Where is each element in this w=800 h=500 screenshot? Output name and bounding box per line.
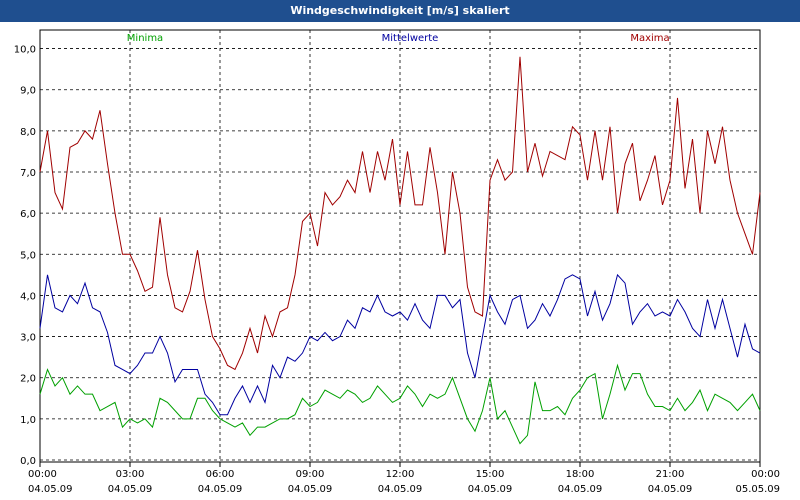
x-tick-date: 05.05.09 xyxy=(735,484,780,495)
x-tick-date: 04.05.09 xyxy=(108,484,153,495)
x-tick-time: 00:00 xyxy=(28,469,57,480)
y-tick-label: 9,0 xyxy=(20,86,36,97)
y-tick-label: 2,0 xyxy=(20,374,36,385)
y-tick-label: 3,0 xyxy=(20,333,36,344)
series-line-minima xyxy=(39,363,761,445)
window-title: Windgeschwindigkeit [m/s] skaliert xyxy=(0,0,800,22)
x-tick-time: 18:00 xyxy=(566,469,595,480)
y-tick-label: 5,0 xyxy=(20,250,36,261)
y-tick-label: 4,0 xyxy=(20,291,36,302)
y-tick-label: 7,0 xyxy=(20,168,36,179)
x-tick-date: 04.05.09 xyxy=(28,484,73,495)
legend-minima: Minima xyxy=(127,33,163,44)
x-tick-time: 00:00 xyxy=(751,469,780,480)
y-tick-label: 0,0 xyxy=(20,456,36,467)
series-line-mittelwerte xyxy=(39,273,761,416)
x-tick-date: 04.05.09 xyxy=(288,484,333,495)
x-tick-date: 04.05.09 xyxy=(558,484,603,495)
x-tick-date: 04.05.09 xyxy=(378,484,423,495)
x-tick-date: 04.05.09 xyxy=(198,484,243,495)
x-tick-date: 04.05.09 xyxy=(648,484,693,495)
wind-speed-chart: 0,0 1,0 2,0 3,0 4,0 5,0 6,0 7,0 8,0 9,0 10,0 00:00 0… xyxy=(14,29,780,495)
y-tick-label: 8,0 xyxy=(20,127,36,138)
legend-maxima: Maxima xyxy=(630,33,669,44)
x-tick-time: 15:00 xyxy=(476,469,505,480)
x-tick-time: 03:00 xyxy=(116,469,145,480)
series-line-maxima xyxy=(39,56,761,371)
x-tick-date: 04.05.09 xyxy=(468,484,513,495)
x-tick-time: 21:00 xyxy=(656,469,685,480)
y-tick-label: 10,0 xyxy=(14,45,36,56)
x-tick-time: 06:00 xyxy=(206,469,235,480)
y-tick-label: 1,0 xyxy=(20,415,36,426)
legend-mittelwerte: Mittelwerte xyxy=(382,33,439,44)
y-tick-label: 6,0 xyxy=(20,209,36,220)
plot-frame: 0,0 1,0 2,0 3,0 4,0 5,0 6,0 7,0 8,0 9,0 10,0 00:00 0… xyxy=(0,22,800,500)
x-tick-time: 09:00 xyxy=(296,469,325,480)
x-tick-time: 12:00 xyxy=(386,469,415,480)
